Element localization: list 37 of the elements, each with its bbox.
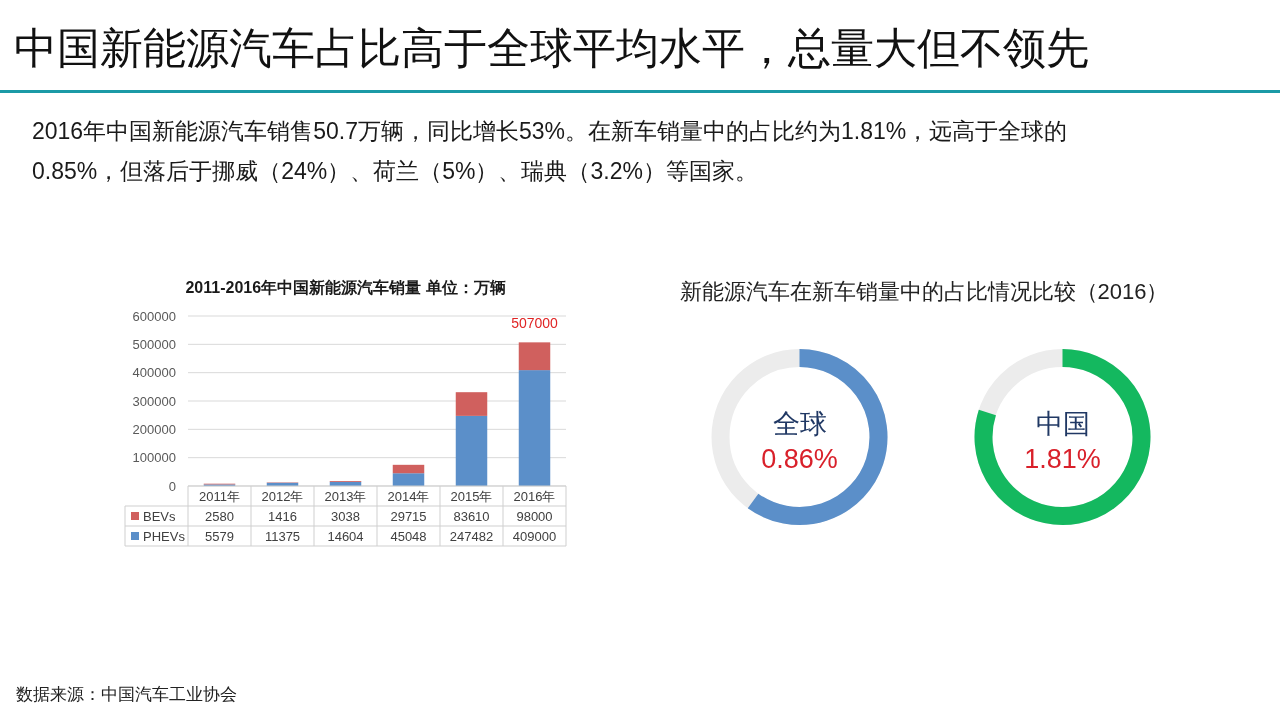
data-label: 98000 (516, 509, 553, 524)
y-tick-label: 500000 (132, 336, 176, 352)
data-label: 45048 (390, 529, 427, 544)
y-tick-label: 200000 (132, 421, 176, 437)
data-label: 5579 (205, 529, 234, 544)
total-label: 507000 (511, 315, 559, 332)
data-label: 409000 (512, 529, 557, 544)
text: 中国新能源汽车占比高于全球平均水平，总量大但不领先 (14, 25, 1089, 72)
data-label: 1416 (268, 509, 297, 524)
data-label: 2580 (205, 509, 234, 524)
legend-label: BEVs (143, 509, 177, 524)
x-tick-label: 2012年 (261, 489, 304, 504)
text: 0.86% (761, 444, 838, 474)
x-tick-label: 2016年 (513, 489, 556, 504)
data-label: 11375 (264, 529, 301, 544)
source-note: 数据来源：中国汽车工业协会 (16, 685, 237, 703)
data-label: 14604 (327, 529, 364, 544)
category-label: 全球 (772, 409, 827, 439)
y-tick-label: 400000 (132, 365, 176, 381)
y-tick-label: 600000 (132, 308, 176, 324)
x-tick-label: 2015年 (450, 489, 493, 504)
data-label: 83610 (453, 509, 490, 524)
x-tick-label: 2014年 (387, 489, 430, 504)
chart-title: 2011-2016年中国新能源汽车销量 单位：万辆 (185, 279, 506, 296)
x-tick-label: 2013年 (324, 489, 367, 504)
category-label: 中国 (1035, 409, 1090, 439)
data-label: 29715 (390, 509, 427, 524)
x-tick-label: 2011年 (199, 489, 240, 504)
y-tick-label: 0 (168, 478, 176, 494)
y-tick-label: 300000 (132, 393, 176, 409)
data-label: 3038 (331, 509, 360, 524)
text: 2016年中国新能源汽车销售50.7万辆，同比增长53%。在新车销量中的占比约为1.81%，远高于全球的0.85%，但落后于挪威（24%）、荷兰（5%）、瑞典（3.2%）等国家。 (32, 118, 1068, 184)
text: 1.81% (1024, 444, 1101, 474)
text: 新能源汽车在新车销量中的占比情况比较（2016） (679, 279, 1169, 304)
data-label: 247482 (449, 529, 494, 544)
legend-label: PHEVs (143, 529, 186, 544)
y-tick-label: 100000 (132, 450, 176, 466)
